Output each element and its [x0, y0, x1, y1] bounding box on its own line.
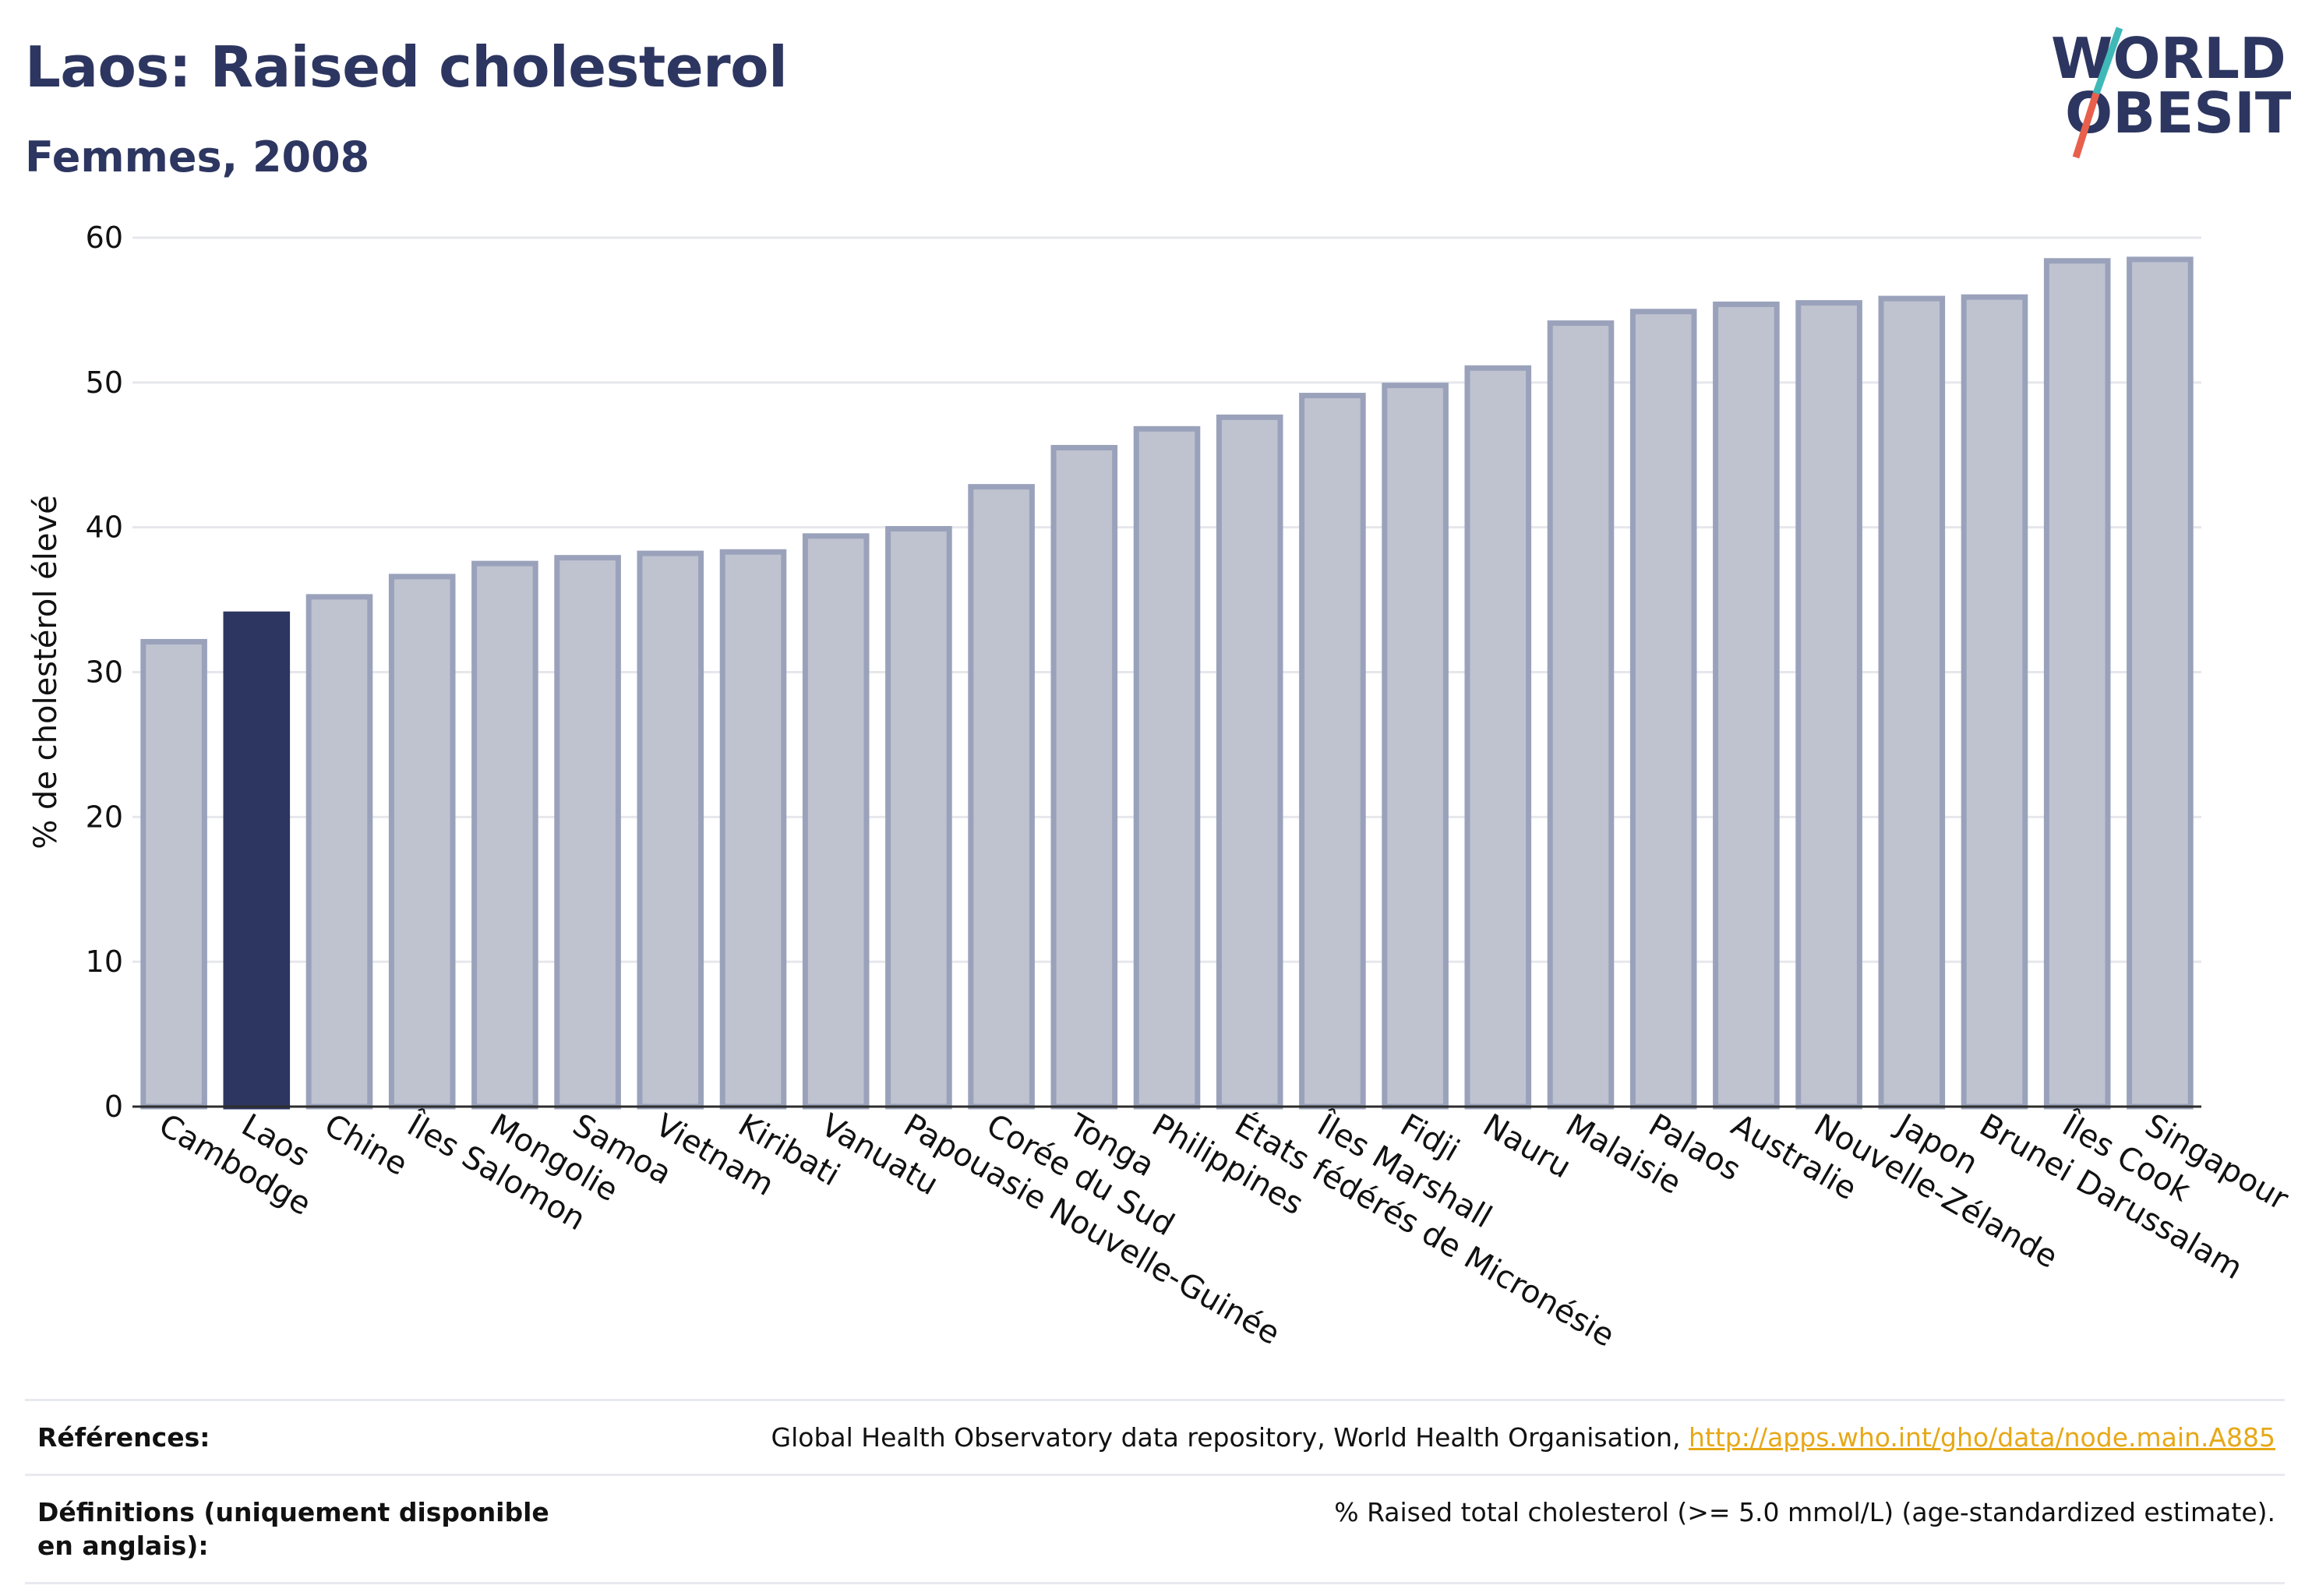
- bar-laos[interactable]: [223, 611, 291, 1110]
- x-tick-label: Chine: [319, 1107, 414, 1183]
- bar-palaos[interactable]: [1629, 309, 1697, 1110]
- bar-nouvelle-zélande[interactable]: [1795, 300, 1862, 1110]
- references-link[interactable]: http://apps.who.int/gho/data/node.main.A…: [1688, 1422, 2275, 1453]
- logo-slash-bottom-icon: [2072, 92, 2100, 159]
- bar-vietnam[interactable]: [637, 550, 704, 1110]
- references-row: Références: Global Health Observatory da…: [25, 1399, 2285, 1474]
- definitions-value: % Raised total cholesterol (>= 5.0 mmol/…: [1334, 1496, 2275, 1527]
- bar-chine[interactable]: [305, 594, 373, 1110]
- bar-états-fédérés-de-micronésie[interactable]: [1216, 414, 1283, 1110]
- references-label: Références:: [37, 1422, 210, 1453]
- definitions-label: Définitions (uniquement disponible en an…: [37, 1496, 549, 1561]
- bar-mongolie[interactable]: [471, 560, 538, 1110]
- y-tick-label: 20: [86, 800, 123, 834]
- bar-îles-cook[interactable]: [2043, 258, 2111, 1110]
- y-tick-label: 40: [86, 510, 123, 545]
- y-tick-label: 60: [86, 221, 123, 255]
- logo-slash-top-icon: [2092, 26, 2123, 95]
- bar-îles-salomon[interactable]: [388, 574, 456, 1110]
- bar-îles-marshall[interactable]: [1299, 393, 1366, 1110]
- y-tick-label: 30: [86, 655, 123, 690]
- x-tick-label: Nauru: [1477, 1107, 1576, 1186]
- bar-vanuatu[interactable]: [802, 533, 870, 1110]
- y-tick-label: 0: [104, 1089, 123, 1124]
- bar-brunei-darussalam[interactable]: [1961, 294, 2028, 1110]
- bar-samoa[interactable]: [554, 555, 621, 1110]
- bar-singapour[interactable]: [2127, 256, 2194, 1110]
- bar-japon[interactable]: [1878, 295, 1946, 1110]
- chart-subtitle: Femmes, 2008: [25, 132, 370, 182]
- bar-papouasie-nouvelle-guinée[interactable]: [885, 526, 952, 1110]
- bar-cambodge[interactable]: [140, 638, 207, 1110]
- bar-corée-du-sud[interactable]: [968, 484, 1035, 1110]
- chart-title: Laos: Raised cholesterol: [25, 34, 788, 100]
- bar-philippines[interactable]: [1133, 425, 1201, 1110]
- footer: Références: Global Health Observatory da…: [25, 1399, 2285, 1584]
- bar-tonga[interactable]: [1050, 444, 1118, 1110]
- references-text: Global Health Observatory data repositor…: [771, 1422, 1689, 1453]
- bar-australie[interactable]: [1713, 301, 1780, 1110]
- definitions-row: Définitions (uniquement disponible en an…: [25, 1473, 2285, 1584]
- references-value: Global Health Observatory data repositor…: [771, 1421, 2275, 1455]
- logo-line-2: OBESITY: [2065, 80, 2291, 146]
- y-tick-label: 50: [86, 365, 123, 400]
- bar-nauru[interactable]: [1464, 365, 1532, 1110]
- world-obesity-logo: WORLD OBESITY: [2051, 26, 2291, 159]
- bar-fidji[interactable]: [1382, 383, 1449, 1110]
- logo-line-1: WORLD: [2051, 26, 2286, 91]
- bar-kiribati[interactable]: [719, 549, 787, 1110]
- y-axis-label: % de cholestérol élevé: [28, 495, 64, 849]
- y-axis-ticks: 0 10 20 30 40 50 60: [86, 221, 123, 1124]
- bars: [140, 256, 2194, 1110]
- y-tick-label: 10: [86, 945, 123, 979]
- bar-malaisie[interactable]: [1547, 320, 1615, 1110]
